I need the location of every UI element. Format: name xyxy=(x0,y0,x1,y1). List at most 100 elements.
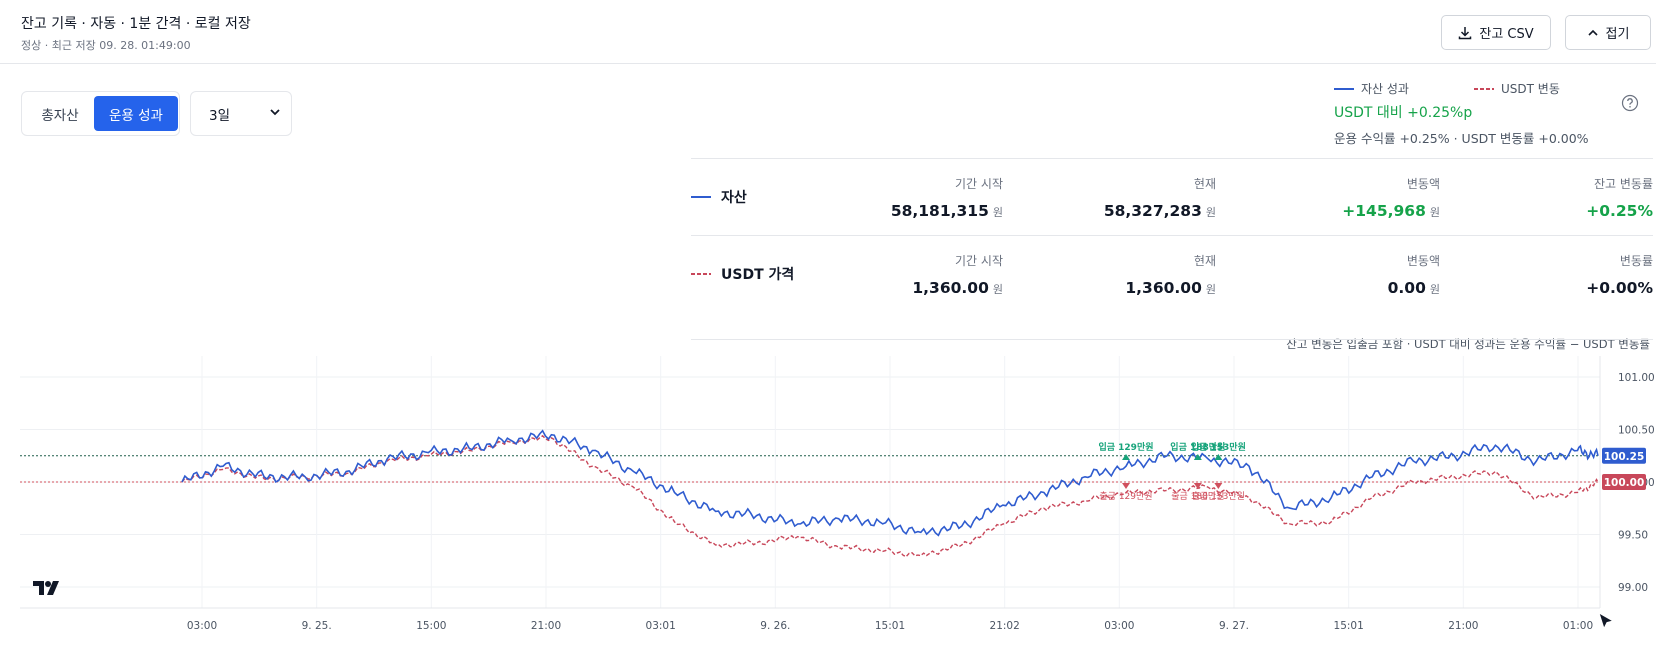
usdt-name: USDT 가격 xyxy=(721,267,795,283)
x-tick-label: 21:02 xyxy=(990,620,1020,632)
solid-line-swatch xyxy=(1334,87,1354,90)
x-tick-label: 01:00 xyxy=(1563,620,1593,632)
legend-asset: 자산 성과 xyxy=(1334,80,1409,97)
x-tick-label: 03:00 xyxy=(187,620,217,632)
y-tick-label: 99.00 xyxy=(1618,582,1648,594)
usdt-row-name: USDT 가격 xyxy=(691,264,794,284)
asset-current: 현재 58,327,283 원 xyxy=(1104,175,1216,220)
deposit-marker xyxy=(1193,454,1202,460)
unit-label: 원 xyxy=(1429,283,1440,296)
asset-last-value-tag xyxy=(1602,447,1646,464)
withdraw-label: 출금 153만원 xyxy=(1192,491,1245,502)
legend-asset-label: 자산 성과 xyxy=(1361,82,1409,96)
performance-chart[interactable]: 101.00 100.50 100.00 99.50 99.00 03:00 9. 25. 1… xyxy=(0,356,1656,654)
vs-usdt-summary: USDT 대비 +0.25%p xyxy=(1334,105,1473,121)
save-status: 정상 · 최근 저장 09. 28. 01:49:00 xyxy=(21,39,191,52)
usdt-start-value: 1,360.00 xyxy=(912,279,989,297)
download-icon xyxy=(1458,26,1472,40)
unit-label: 원 xyxy=(1205,206,1216,219)
dashed-line-swatch xyxy=(691,273,711,275)
x-tick-label: 21:00 xyxy=(1448,620,1478,632)
header-bar: 잔고 기록 · 자동 · 1분 간격 · 로컬 저장 정상 · 최근 저장 09… xyxy=(0,0,1656,64)
x-tick-label: 21:00 xyxy=(531,620,561,632)
mode-toggle: 총자산 운용 성과 xyxy=(21,91,180,136)
deposit-label: 입금 188만원 xyxy=(1170,441,1225,453)
y-tick-label: 99.50 xyxy=(1618,530,1648,542)
deposit-marker xyxy=(1214,454,1223,460)
tradingview-logo xyxy=(33,580,63,600)
asset-rate-label: 잔고 변동률 xyxy=(1593,177,1653,191)
stats-row-asset: 자산 기간 시작 58,181,315 원 현재 58,327,283 원 변동액 … xyxy=(691,158,1653,235)
x-tick-label: 15:01 xyxy=(875,620,905,632)
usdt-rate-value: +0.00% xyxy=(1586,279,1653,297)
chevron-up-icon xyxy=(1587,27,1599,39)
help-icon[interactable] xyxy=(1621,94,1639,116)
deposit-label: 입금 153만원 xyxy=(1191,441,1246,453)
stats-note: 잔고 변동은 입출금 포함 · USDT 대비 성과는 운용 수익률 − USD… xyxy=(1286,337,1650,351)
deposit-label: 입금 129만원 xyxy=(1098,441,1153,453)
withdraw-label: 출금 129만원 xyxy=(1099,491,1152,502)
asset-change-label: 변동액 xyxy=(1406,177,1440,191)
page-title: 잔고 기록 · 자동 · 1분 간격 · 로컬 저장 xyxy=(21,16,251,32)
return-detail: 운용 수익률 +0.25% · USDT 변동률 +0.00% xyxy=(1334,131,1589,146)
export-csv-label: 잔고 CSV xyxy=(1479,27,1534,42)
asset-name: 자산 xyxy=(721,190,747,206)
asset-start: 기간 시작 58,181,315 원 xyxy=(891,175,1003,220)
usdt-current-value: 1,360.00 xyxy=(1125,279,1202,297)
usdt-change-value: 0.00 xyxy=(1387,279,1426,297)
asset-rate: 잔고 변동률 +0.25% xyxy=(1586,175,1653,220)
usdt-rate-label: 변동률 xyxy=(1619,254,1653,268)
x-tick-label: 9. 26. xyxy=(760,620,790,632)
collapse-label: 접기 xyxy=(1605,27,1630,42)
legend-usdt-label: USDT 변동 xyxy=(1501,82,1560,96)
withdraw-marker xyxy=(1214,483,1223,489)
asset-current-value: 58,327,283 xyxy=(1103,202,1202,220)
asset-last-value-label: 100.25 xyxy=(1604,451,1645,463)
usdt-start: 기간 시작 1,360.00 원 xyxy=(912,252,1003,297)
dashed-line-swatch xyxy=(1474,87,1494,90)
usdt-last-value-label: 100.00 xyxy=(1604,477,1645,489)
stats-table: 자산 기간 시작 58,181,315 원 현재 58,327,283 원 변동액 … xyxy=(691,158,1653,351)
x-tick-label: 15:00 xyxy=(416,620,446,632)
y-tick-label: 101.00 xyxy=(1618,372,1655,384)
usdt-change-label: 변동액 xyxy=(1406,254,1440,268)
usdt-series-line xyxy=(181,434,1599,558)
x-tick-label: 03:00 xyxy=(1104,620,1134,632)
range-select-value: 3일 xyxy=(209,107,231,124)
tab-performance[interactable]: 운용 성과 xyxy=(94,96,178,131)
usdt-current-label: 현재 xyxy=(1193,254,1216,268)
withdraw-label: 출금 188만원 xyxy=(1171,491,1224,502)
usdt-current: 현재 1,360.00 원 xyxy=(1125,252,1216,297)
withdraw-marker xyxy=(1122,483,1130,489)
cursor-icon xyxy=(1598,611,1616,636)
asset-change: 변동액 +145,968 원 xyxy=(1342,175,1440,220)
unit-label: 원 xyxy=(1429,206,1440,219)
withdraw-marker xyxy=(1193,483,1202,489)
asset-row-name: 자산 xyxy=(691,187,747,207)
stats-row-usdt: USDT 가격 기간 시작 1,360.00 원 현재 1,360.00 원 변동액… xyxy=(691,235,1653,312)
x-tick-label: 9. 25. xyxy=(302,620,332,632)
asset-rate-value: +0.25% xyxy=(1586,202,1653,220)
x-tick-label: 9. 27. xyxy=(1219,620,1249,632)
collapse-button[interactable]: 접기 xyxy=(1565,15,1651,50)
legend-usdt: USDT 변동 xyxy=(1474,80,1560,97)
usdt-change: 변동액 0.00 원 xyxy=(1388,252,1440,297)
usdt-start-label: 기간 시작 xyxy=(955,254,1003,268)
deposit-marker xyxy=(1122,454,1130,460)
unit-label: 원 xyxy=(1205,283,1216,296)
tab-total-assets[interactable]: 총자산 xyxy=(41,107,79,124)
asset-change-value: +145,968 xyxy=(1342,202,1426,220)
x-tick-label: 15:01 xyxy=(1334,620,1364,632)
export-csv-button[interactable]: 잔고 CSV xyxy=(1441,15,1551,50)
x-tick-label: 03:01 xyxy=(646,620,676,632)
unit-label: 원 xyxy=(992,206,1003,219)
asset-series-line xyxy=(181,429,1599,537)
asset-start-label: 기간 시작 xyxy=(955,177,1003,191)
unit-label: 원 xyxy=(992,283,1003,296)
usdt-last-value-tag xyxy=(1602,474,1646,490)
y-tick-label: 100.50 xyxy=(1618,425,1655,437)
usdt-rate: 변동률 +0.00% xyxy=(1586,252,1653,297)
stats-divider xyxy=(691,339,1653,340)
solid-line-swatch xyxy=(691,196,711,198)
range-select[interactable]: 3일 xyxy=(190,91,292,136)
